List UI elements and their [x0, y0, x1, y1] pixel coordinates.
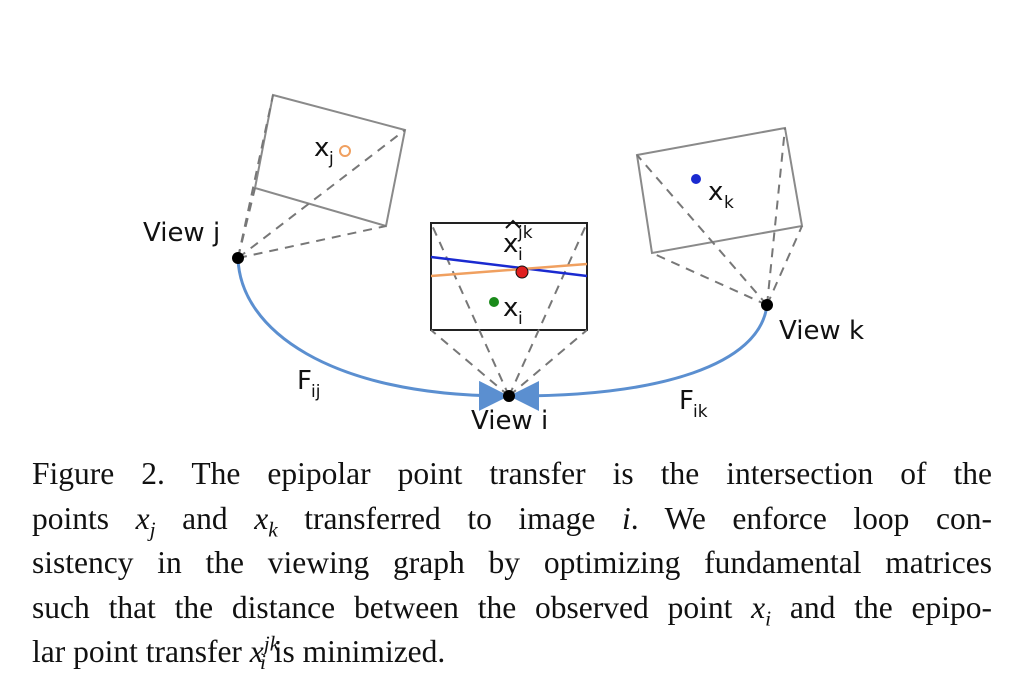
point-x-j	[339, 145, 351, 157]
caption-line-4: such that the distance between the obser…	[32, 589, 993, 630]
camera-center-k	[761, 299, 773, 311]
label-f-ik-sub: ik	[693, 402, 708, 422]
epipolar-line-blue	[430, 255, 588, 278]
label-x-i-sub: i	[518, 309, 523, 329]
label-f-ij-sub: ij	[311, 382, 320, 402]
point-x-hat	[515, 265, 529, 279]
label-x-k: x	[708, 177, 723, 207]
caption-line-2: points xj and xk transferred to image i.…	[32, 500, 992, 541]
hat-icon	[505, 219, 521, 229]
image-plane-i	[430, 222, 588, 331]
camera-center-j	[232, 252, 244, 264]
arc-f-ij	[236, 257, 509, 411]
epipolar-line-orange	[430, 262, 588, 278]
figure-caption: Figure 2. The epipolar point transfer is…	[32, 452, 992, 675]
point-x-i	[489, 297, 499, 307]
caption-line-1: Figure 2. The epipolar point transfer is…	[32, 456, 992, 491]
caption-line-3: sistency in the viewing graph by optimiz…	[32, 545, 992, 580]
point-x-k	[691, 174, 701, 184]
label-f-ik: F	[679, 386, 694, 416]
label-x-k-sub: k	[724, 193, 734, 213]
frustum-k	[636, 127, 803, 306]
arc-f-ik	[509, 304, 769, 411]
label-x-j-sub: j	[328, 149, 334, 169]
label-x-hat: x	[503, 229, 518, 259]
label-f-ij: F	[297, 366, 312, 396]
label-x-i: x	[503, 293, 518, 323]
camera-center-i	[503, 390, 515, 402]
caption-line-5: lar point transfer xjki is minimized.	[32, 631, 446, 675]
label-x-hat-sup: jk	[517, 223, 533, 243]
epipolar-diagram: View j View k View i F ij F ik x j x k x…	[143, 93, 864, 436]
label-view-k: View k	[779, 316, 864, 346]
label-x-j: x	[314, 133, 329, 163]
frustum-j	[237, 94, 406, 259]
label-view-j: View j	[143, 218, 220, 248]
label-view-i: View i	[471, 406, 548, 436]
label-x-hat-sub: i	[518, 245, 523, 265]
